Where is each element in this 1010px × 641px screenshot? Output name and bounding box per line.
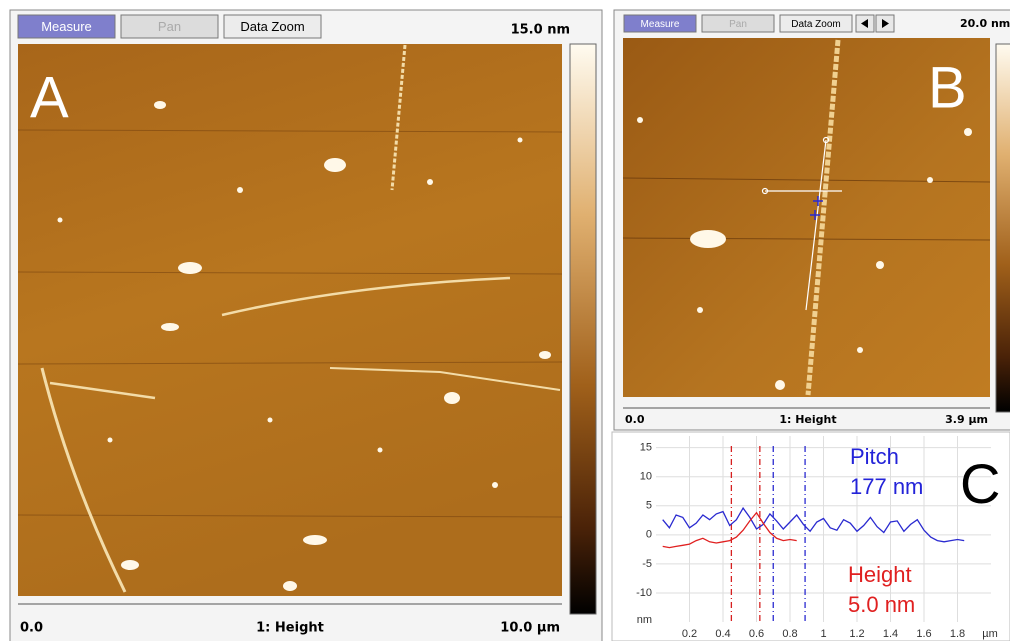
measure-lines bbox=[761, 136, 842, 311]
toolbar-button[interactable] bbox=[120, 14, 219, 39]
scale-max: 20.0 nm bbox=[960, 17, 1010, 30]
y-axis-unit: nm bbox=[637, 614, 652, 626]
scan-lines-a bbox=[17, 129, 563, 518]
axis-end: 3.9 µm bbox=[945, 413, 988, 426]
y-tick-label: -5 bbox=[642, 558, 652, 570]
afm-image-a bbox=[18, 44, 562, 596]
fiber-b bbox=[805, 39, 841, 396]
x-tick-label: 1.4 bbox=[883, 628, 898, 640]
color-scale-a bbox=[569, 43, 597, 615]
measure-markers bbox=[810, 196, 823, 220]
toolbar-button-label[interactable]: Pan bbox=[158, 19, 181, 34]
panel-label: C bbox=[960, 452, 1000, 515]
x-tick-label: 0.8 bbox=[782, 628, 797, 640]
x-tick-label: 0.2 bbox=[682, 628, 697, 640]
particles-a bbox=[57, 101, 551, 591]
y-tick-label: 5 bbox=[646, 500, 652, 512]
x-tick-label: 0.4 bbox=[715, 628, 730, 640]
x-tick-label: 0.6 bbox=[749, 628, 764, 640]
axis-end: 10.0 µm bbox=[500, 621, 560, 636]
annotation: Height bbox=[848, 562, 912, 587]
x-tick-label: 1.8 bbox=[950, 628, 965, 640]
arrow-left-icon bbox=[861, 19, 868, 28]
nav-arrows[interactable] bbox=[855, 14, 895, 33]
profile-line bbox=[662, 511, 797, 549]
arrow-right-icon bbox=[882, 19, 889, 28]
x-tick-label: 1.6 bbox=[916, 628, 931, 640]
x-tick-label: 1.2 bbox=[849, 628, 864, 640]
panel-label: B bbox=[928, 55, 967, 120]
toolbar-button[interactable] bbox=[17, 14, 116, 39]
color-scale-b bbox=[995, 43, 1010, 413]
axis-start: 0.0 bbox=[625, 413, 645, 426]
toolbar-button-label[interactable]: Pan bbox=[729, 19, 747, 30]
y-tick-label: 15 bbox=[640, 442, 652, 454]
axis-title: 1: Height bbox=[256, 621, 324, 636]
scale-max: 15.0 nm bbox=[511, 23, 570, 38]
annotation: 5.0 nm bbox=[848, 592, 915, 617]
x-axis-unit: µm bbox=[982, 628, 998, 640]
profile-line bbox=[662, 506, 965, 543]
fibers-a bbox=[40, 44, 561, 593]
y-tick-label: 0 bbox=[646, 529, 652, 541]
panel-c-frame bbox=[611, 431, 1010, 641]
profile-chart: -10 -5 0 5 10 15 0.2 0.4 0.6 0.8 1 1.2 1.4 1.6 1.8 nm µm… bbox=[636, 436, 1000, 640]
annotation: Pitch bbox=[850, 444, 899, 469]
particles-b bbox=[637, 117, 972, 390]
y-tick-label: 10 bbox=[640, 471, 652, 483]
toolbar-button[interactable] bbox=[779, 14, 853, 33]
toolbar-button[interactable] bbox=[223, 14, 322, 39]
y-tick-label: -10 bbox=[636, 587, 652, 599]
annotation: 177 nm bbox=[850, 474, 923, 499]
toolbar-button[interactable] bbox=[623, 14, 697, 33]
toolbar-button-label[interactable]: Measure bbox=[641, 19, 680, 30]
toolbar-button[interactable] bbox=[701, 14, 775, 33]
panel-label: A bbox=[30, 65, 69, 130]
toolbar-button-label[interactable]: Measure bbox=[41, 19, 92, 34]
axis-title: 1: Height bbox=[779, 413, 836, 426]
axis-start: 0.0 bbox=[20, 621, 43, 636]
toolbar-button-label[interactable]: Data Zoom bbox=[791, 19, 840, 30]
toolbar-button-label[interactable]: Data Zoom bbox=[240, 19, 304, 34]
x-tick-label: 1 bbox=[820, 628, 826, 640]
afm-image-b bbox=[623, 38, 990, 397]
